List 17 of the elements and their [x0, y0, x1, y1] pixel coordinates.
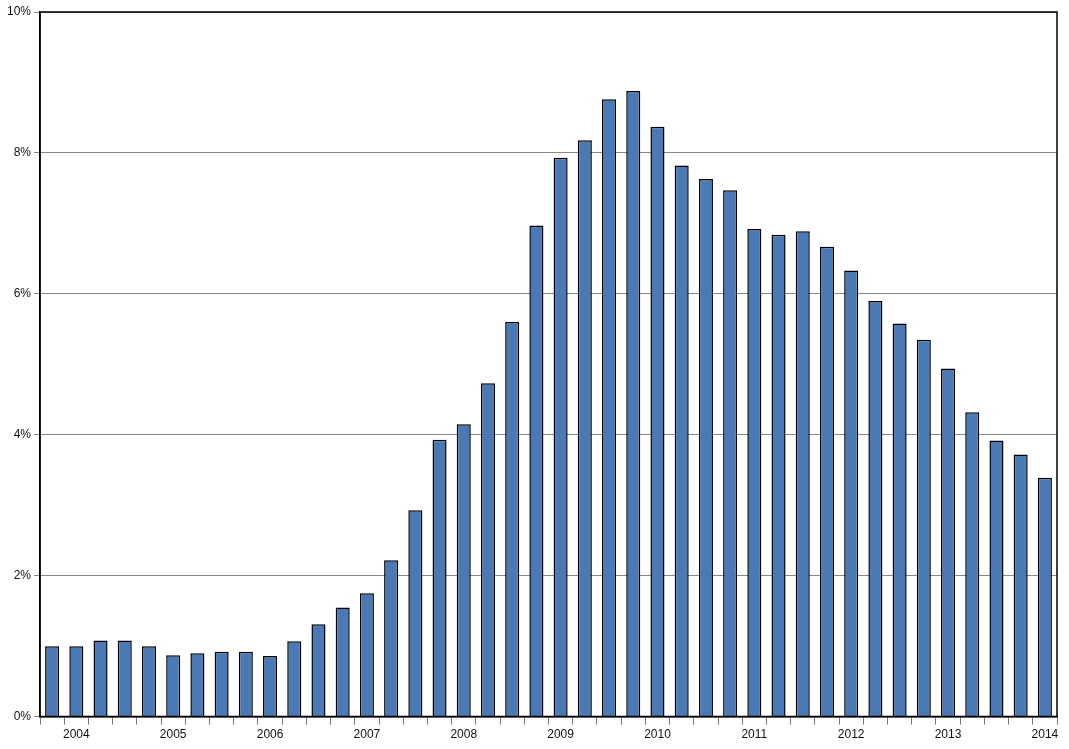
x-tick-label: 2009 [547, 727, 575, 742]
y-tick-label: 6% [13, 286, 32, 301]
x-tick-label: 2006 [256, 727, 284, 742]
y-tick-label: 4% [13, 427, 32, 442]
x-tick-label: 2014 [1031, 727, 1059, 742]
y-tick-label: 10% [6, 4, 32, 19]
x-tick-label: 2008 [450, 727, 478, 742]
x-tick-label: 2013 [934, 727, 962, 742]
y-tick-label: 8% [13, 145, 32, 160]
x-tick-label: 2007 [353, 727, 381, 742]
x-tick-label: 2004 [62, 727, 91, 742]
x-tick-label: 2012 [837, 727, 865, 742]
x-tick-label: 2005 [159, 727, 187, 742]
x-tick-label: 2011 [741, 727, 768, 742]
x-tick-label: 2010 [644, 727, 672, 742]
y-tick-label: 0% [13, 708, 32, 723]
y-tick-label: 2% [13, 567, 32, 582]
